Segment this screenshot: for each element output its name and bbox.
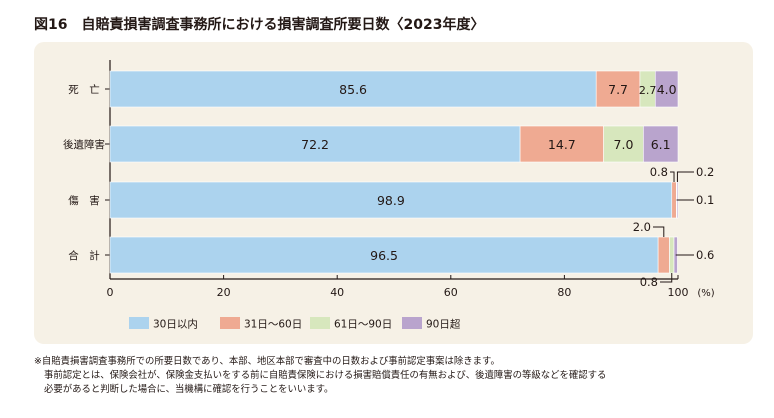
data-label: 2.7 — [639, 84, 657, 97]
bar-segment — [643, 125, 679, 163]
x-tick-label: 40 — [330, 286, 344, 299]
data-label: 0.2 — [696, 165, 714, 179]
bar-segment — [669, 236, 675, 274]
data-label: 7.0 — [614, 137, 634, 152]
data-label: 0.8 — [650, 165, 668, 179]
category-label: 傷 害 — [68, 194, 100, 207]
data-label: 2.0 — [633, 220, 651, 234]
data-label: 0.1 — [696, 193, 714, 207]
x-tick-label: 100 — [668, 286, 689, 299]
data-label: 0.8 — [640, 275, 658, 289]
legend-label: 30日以内 — [153, 318, 198, 331]
data-label: 72.2 — [301, 137, 329, 152]
data-label: 6.1 — [651, 137, 671, 152]
data-label: 14.7 — [548, 137, 576, 152]
x-tick-label: 0 — [107, 286, 114, 299]
legend-label: 90日超 — [426, 318, 461, 331]
x-tick-label: 80 — [557, 286, 571, 299]
legend-swatch — [220, 317, 240, 329]
x-tick-label: 20 — [217, 286, 231, 299]
leader-line — [676, 171, 694, 182]
leader-line — [670, 171, 675, 182]
x-tick-label: 60 — [444, 286, 458, 299]
category-label: 後遺障害 — [63, 138, 105, 151]
bar-segment — [595, 70, 641, 108]
footnote-2: 事前認定とは、保険会社が、保険金支払いをする前に自賠責保険における損害賠償責任の… — [44, 370, 607, 381]
legend-label: 61日～90日 — [334, 319, 392, 331]
footnote-1: ※自賠責損害調査事務所での所要日数であり、本部、地区本部で審査中の日数および事前… — [34, 356, 500, 367]
bar-segment — [603, 125, 644, 163]
category-label: 合 計 — [68, 249, 100, 262]
leader-line — [653, 226, 665, 237]
bar-segment — [109, 236, 659, 274]
leader-line — [660, 273, 673, 283]
data-label: 4.0 — [657, 82, 677, 97]
data-label: 85.6 — [339, 82, 367, 97]
bar-segment — [657, 236, 670, 274]
category-label: 死 亡 — [68, 83, 100, 96]
legend-swatch — [402, 317, 422, 329]
x-unit-label: (%) — [697, 288, 714, 299]
bar-segment — [671, 181, 677, 219]
data-label: 98.9 — [377, 193, 405, 208]
data-label: 96.5 — [370, 248, 398, 263]
bar-segment — [109, 125, 521, 163]
data-label: 7.7 — [608, 82, 628, 97]
legend-swatch — [310, 317, 330, 329]
bar-segment — [654, 70, 679, 108]
bar-segment — [109, 181, 673, 219]
legend-swatch — [129, 317, 149, 329]
data-label: 0.6 — [696, 248, 714, 262]
chart-title: 図16 自賠責損害調査事務所における損害調査所要日数〈2023年度〉 — [34, 17, 485, 33]
bar-segment — [109, 70, 597, 108]
legend-label: 31日～60日 — [244, 319, 302, 331]
footnote-3: 必要があると判断した場合に、当機構に確認を行うことをいいます。 — [44, 384, 334, 395]
